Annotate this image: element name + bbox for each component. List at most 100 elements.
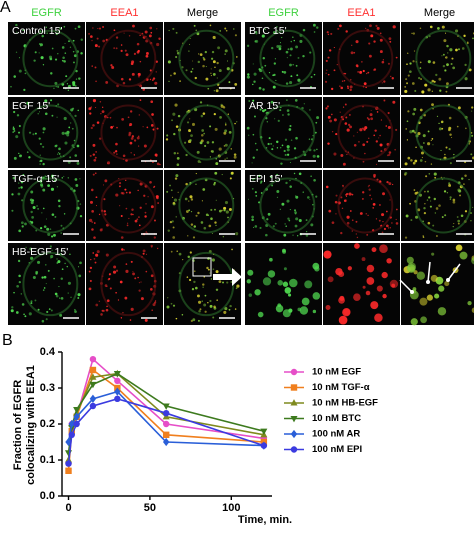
speckle [132, 213, 134, 216]
speckle [212, 60, 216, 64]
speckle [446, 44, 449, 48]
speckle [412, 161, 416, 165]
speckle [29, 198, 33, 202]
speckle [416, 191, 419, 194]
speckle [147, 196, 149, 198]
speckle [79, 178, 81, 180]
speckle [128, 191, 132, 194]
speckle [223, 310, 227, 314]
speckle [67, 84, 71, 88]
speckle [172, 304, 176, 307]
speckle [30, 256, 34, 260]
speckle [38, 43, 41, 45]
speckle [26, 151, 29, 153]
speckle [295, 45, 299, 49]
speckle [134, 277, 137, 280]
speckle [379, 143, 383, 147]
speckle [102, 309, 105, 312]
speckle [335, 213, 337, 215]
speckle [372, 202, 376, 206]
speckle [128, 217, 130, 220]
speckle [342, 162, 346, 166]
speckle [79, 261, 82, 265]
speckle [356, 65, 359, 68]
x-tick-label: 100 [222, 502, 240, 514]
speckle [349, 88, 352, 92]
speckle [182, 259, 184, 261]
speckle [419, 108, 423, 112]
marker [162, 410, 170, 417]
speckle [28, 312, 32, 316]
speckle [282, 250, 287, 254]
speckle [189, 37, 191, 40]
speckle [346, 85, 349, 88]
marker [73, 407, 81, 414]
speckle [327, 33, 330, 36]
speckle [46, 310, 49, 314]
speckle [210, 68, 212, 70]
speckle [460, 214, 464, 218]
speckle [252, 83, 254, 86]
speckle [89, 279, 92, 283]
speckle [50, 72, 53, 75]
speckle [458, 189, 462, 193]
speckle [452, 66, 456, 70]
speckle [385, 210, 388, 213]
speckle [102, 184, 104, 186]
speckle [136, 136, 140, 140]
speckle [292, 36, 294, 39]
speckle [78, 77, 81, 80]
speckle [168, 80, 170, 82]
micrograph [164, 170, 241, 241]
speckle [12, 131, 15, 134]
speckle [192, 60, 194, 62]
speckle [43, 287, 46, 289]
speckle [267, 270, 276, 278]
speckle [470, 153, 473, 156]
speckle [467, 41, 469, 43]
speckle [380, 150, 383, 153]
speckle [346, 221, 350, 225]
speckle [51, 249, 53, 251]
speckle [40, 159, 43, 163]
speckle [89, 200, 93, 204]
speckle [211, 50, 215, 54]
speckle [404, 236, 408, 239]
speckle [350, 51, 354, 55]
speckle [370, 34, 374, 38]
speckle [383, 99, 386, 102]
speckle [295, 136, 298, 140]
speckle [36, 205, 38, 207]
column-header: EGFR [31, 7, 62, 19]
speckle [368, 54, 372, 58]
speckle [112, 270, 117, 274]
speckle [365, 290, 371, 296]
speckle [312, 309, 317, 314]
speckle [140, 281, 142, 283]
marker [73, 412, 80, 421]
speckle [373, 134, 376, 137]
speckle [358, 141, 360, 143]
speckle [297, 78, 301, 82]
speckle [378, 137, 380, 139]
cell-outline [100, 177, 157, 234]
speckle [412, 32, 416, 35]
speckle [363, 82, 367, 86]
speckle [105, 81, 109, 84]
speckle [419, 297, 428, 306]
speckle [103, 210, 106, 213]
speckle [252, 133, 255, 136]
speckle [449, 198, 452, 201]
zoom-arrow [213, 268, 242, 286]
speckle [323, 250, 332, 259]
speckle [310, 223, 314, 227]
speckle [138, 145, 140, 147]
speckle [345, 194, 347, 196]
speckle [420, 78, 422, 80]
speckle [373, 40, 376, 43]
speckle [123, 249, 125, 251]
speckle [235, 232, 239, 236]
speckle [64, 262, 66, 265]
speckle [39, 163, 41, 165]
speckle [145, 52, 149, 55]
